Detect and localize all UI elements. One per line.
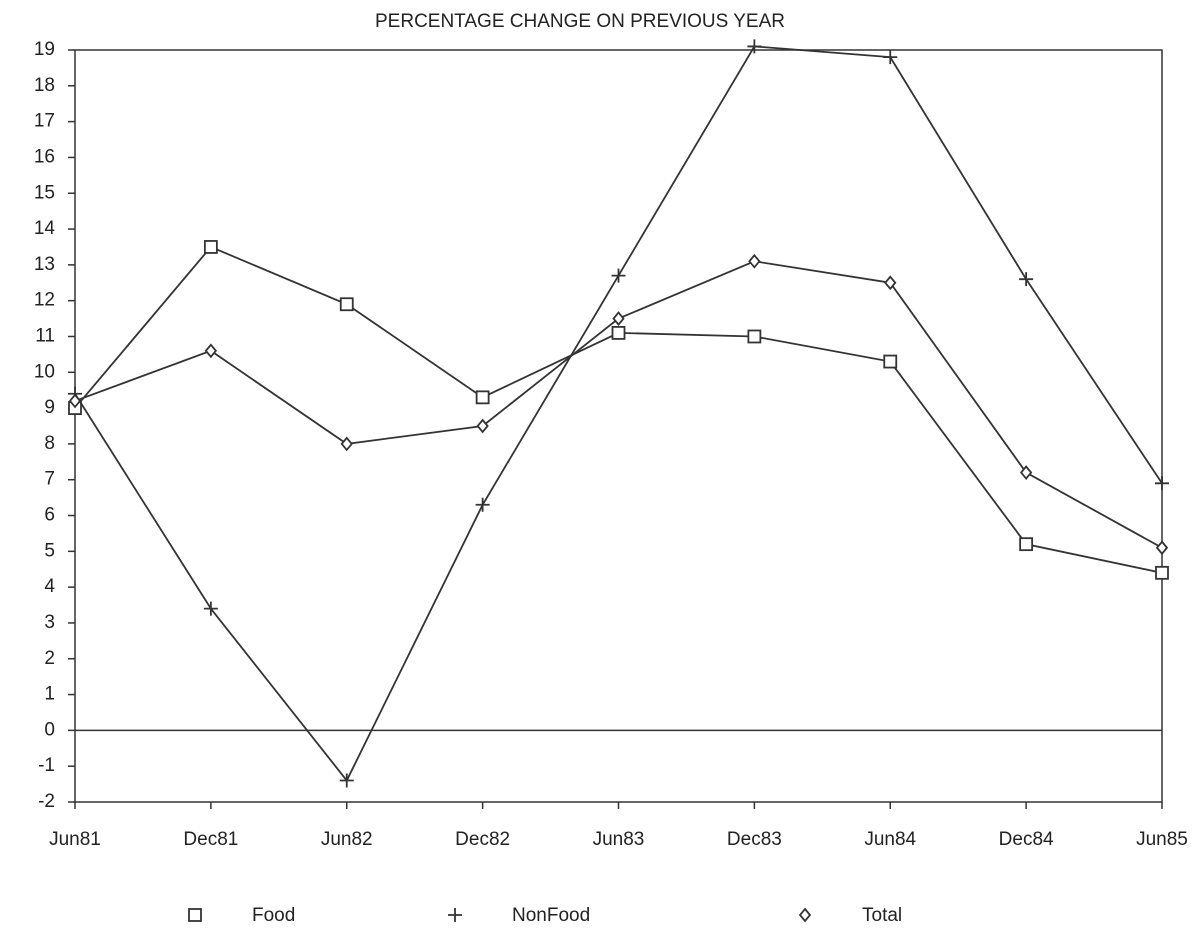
marker xyxy=(883,50,898,65)
chart-title: PERCENTAGE CHANGE ON PREVIOUS YEAR xyxy=(375,11,785,32)
marker xyxy=(747,329,762,344)
y-tick-label: 19 xyxy=(34,39,55,60)
legend-marker xyxy=(798,907,812,923)
y-tick-label: 6 xyxy=(44,505,55,526)
y-tick-label: 16 xyxy=(34,146,55,167)
legend-marker xyxy=(188,908,202,922)
y-tick-label: 14 xyxy=(34,218,56,239)
y-tick-label: 5 xyxy=(44,540,55,561)
y-tick-label: 13 xyxy=(34,254,55,275)
legend-label: Total xyxy=(862,905,902,926)
marker xyxy=(883,354,898,369)
marker xyxy=(1019,465,1033,480)
x-tick-label: Dec83 xyxy=(727,829,782,850)
series-line xyxy=(74,245,1163,574)
y-tick-label: 18 xyxy=(34,75,55,96)
marker xyxy=(748,253,761,269)
y-tick-label: 4 xyxy=(44,576,55,597)
x-tick-label: Jun82 xyxy=(321,829,373,850)
y-tick-label: 7 xyxy=(44,469,55,490)
marker xyxy=(1019,272,1034,287)
y-tick-label: 17 xyxy=(34,111,55,132)
x-tick-label: Dec81 xyxy=(183,829,238,850)
marker xyxy=(747,39,762,54)
series-line xyxy=(74,45,1163,783)
x-tick-label: Jun84 xyxy=(864,829,916,850)
marker xyxy=(68,393,82,409)
marker xyxy=(203,240,218,254)
y-tick-label: 12 xyxy=(34,290,55,311)
x-tick-label: Jun83 xyxy=(593,829,645,850)
x-tick-label: Jun85 xyxy=(1136,829,1188,850)
plot-frame xyxy=(74,49,1163,803)
y-tick-label: 9 xyxy=(44,397,55,418)
y-tick-label: 10 xyxy=(34,361,55,382)
marker xyxy=(884,275,897,291)
y-tick-label: 3 xyxy=(44,612,55,633)
y-tick-label: 0 xyxy=(44,719,55,740)
y-tick-label: -2 xyxy=(38,791,55,812)
marker xyxy=(340,436,353,452)
marker xyxy=(1155,565,1169,580)
marker xyxy=(611,325,626,340)
legend-label: NonFood xyxy=(512,905,590,926)
y-tick-label: 8 xyxy=(44,433,55,454)
y-tick-label: -1 xyxy=(38,755,55,776)
marker xyxy=(204,343,218,359)
marker xyxy=(612,311,625,326)
marker xyxy=(339,297,354,312)
marker xyxy=(475,497,490,512)
marker xyxy=(339,773,354,788)
legend-marker xyxy=(448,908,462,922)
marker xyxy=(475,390,490,405)
marker xyxy=(203,601,218,616)
y-tick-label: 2 xyxy=(44,648,55,669)
y-tick-label: 15 xyxy=(34,182,55,203)
x-tick-label: Jun81 xyxy=(49,829,101,850)
y-tick-label: 1 xyxy=(44,684,55,705)
marker xyxy=(1019,537,1034,552)
marker xyxy=(611,268,626,283)
x-tick-label: Dec84 xyxy=(999,829,1054,850)
y-tick-label: 11 xyxy=(35,325,55,346)
x-tick-label: Dec82 xyxy=(455,829,510,850)
legend-label: Food xyxy=(252,905,295,926)
marker xyxy=(476,418,489,434)
series-line xyxy=(74,260,1163,549)
marker xyxy=(1155,476,1169,491)
marker xyxy=(1155,540,1169,556)
